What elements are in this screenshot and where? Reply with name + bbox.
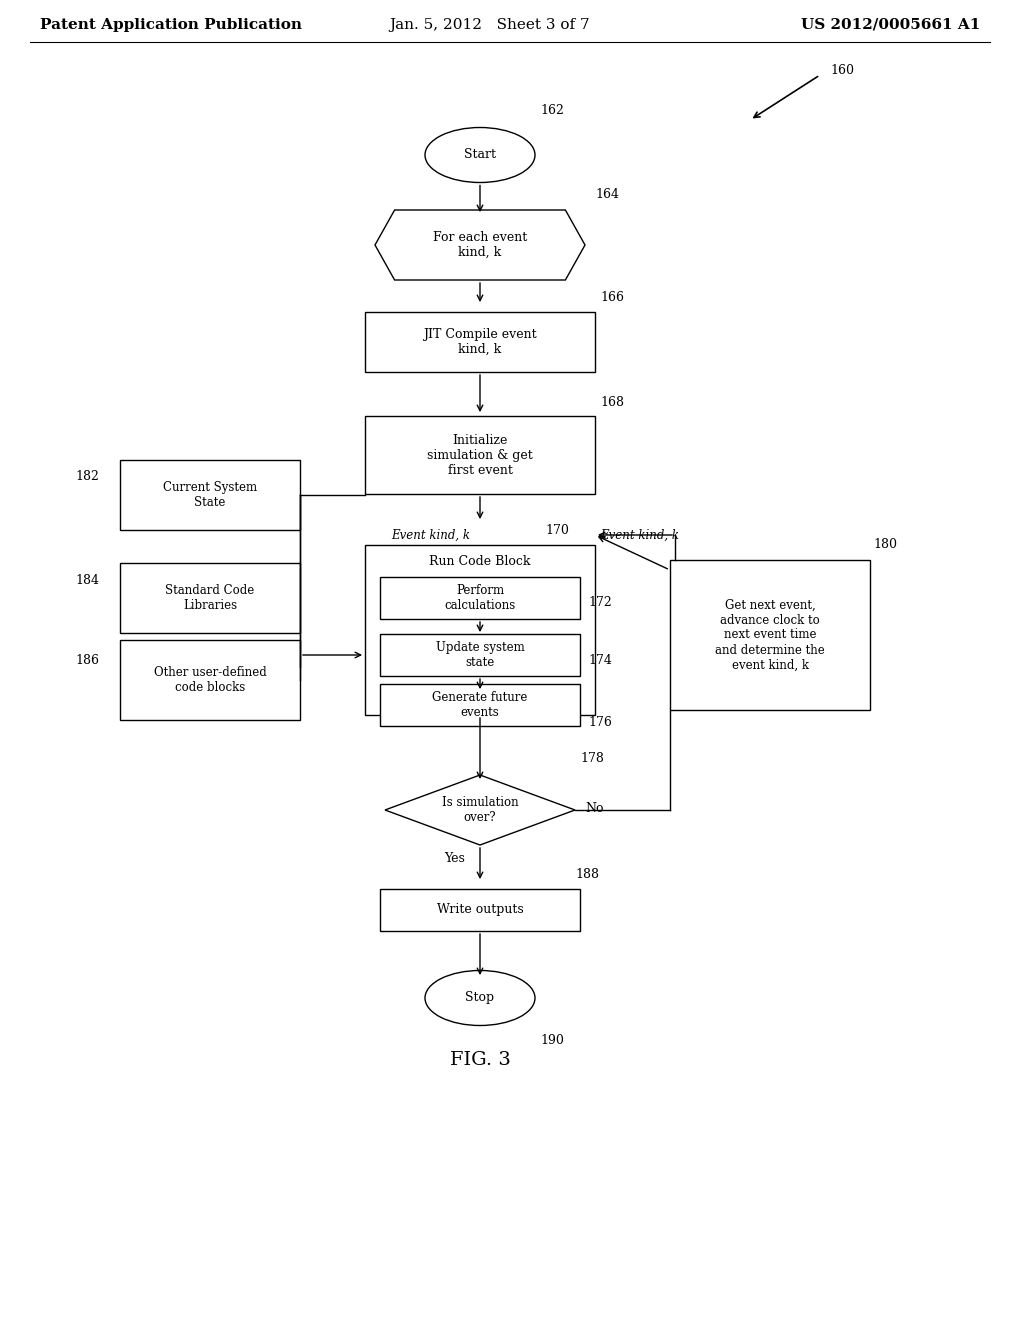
- Text: Patent Application Publication: Patent Application Publication: [40, 18, 302, 32]
- Text: 164: 164: [595, 189, 618, 202]
- Text: 182: 182: [75, 470, 99, 483]
- Text: 166: 166: [600, 290, 624, 304]
- Text: 188: 188: [575, 869, 599, 882]
- Text: FIG. 3: FIG. 3: [450, 1051, 510, 1069]
- Text: Event kind, k: Event kind, k: [391, 528, 470, 541]
- Text: Generate future
events: Generate future events: [432, 690, 527, 719]
- Polygon shape: [375, 210, 585, 280]
- FancyBboxPatch shape: [380, 888, 580, 931]
- Text: Initialize
simulation & get
first event: Initialize simulation & get first event: [427, 433, 532, 477]
- Text: 160: 160: [830, 63, 854, 77]
- Text: Perform
calculations: Perform calculations: [444, 583, 516, 612]
- Text: Event kind, k: Event kind, k: [600, 528, 679, 541]
- Text: US 2012/0005661 A1: US 2012/0005661 A1: [801, 18, 980, 32]
- Text: 184: 184: [75, 573, 99, 586]
- Text: 180: 180: [873, 539, 897, 552]
- Text: Update system
state: Update system state: [435, 642, 524, 669]
- FancyBboxPatch shape: [380, 577, 580, 619]
- Text: Yes: Yes: [444, 851, 465, 865]
- FancyBboxPatch shape: [380, 634, 580, 676]
- Text: Jan. 5, 2012   Sheet 3 of 7: Jan. 5, 2012 Sheet 3 of 7: [390, 18, 590, 32]
- Text: Standard Code
Libraries: Standard Code Libraries: [165, 583, 255, 612]
- FancyBboxPatch shape: [365, 312, 595, 372]
- FancyBboxPatch shape: [670, 560, 870, 710]
- Text: 168: 168: [600, 396, 624, 409]
- Text: Write outputs: Write outputs: [436, 903, 523, 916]
- FancyBboxPatch shape: [365, 416, 595, 494]
- Text: JIT Compile event
kind, k: JIT Compile event kind, k: [423, 327, 537, 356]
- Text: Run Code Block: Run Code Block: [429, 554, 530, 568]
- FancyBboxPatch shape: [365, 545, 595, 715]
- Text: 172: 172: [588, 597, 611, 610]
- FancyBboxPatch shape: [120, 459, 300, 531]
- Ellipse shape: [425, 970, 535, 1026]
- Polygon shape: [385, 775, 575, 845]
- Text: Get next event,
advance clock to
next event time
and determine the
event kind, k: Get next event, advance clock to next ev…: [715, 598, 825, 672]
- Text: For each event
kind, k: For each event kind, k: [433, 231, 527, 259]
- Text: 186: 186: [75, 653, 99, 667]
- FancyBboxPatch shape: [120, 640, 300, 719]
- FancyBboxPatch shape: [380, 684, 580, 726]
- Text: Start: Start: [464, 149, 496, 161]
- Text: 190: 190: [540, 1034, 564, 1047]
- Text: No: No: [585, 801, 603, 814]
- Text: 178: 178: [580, 751, 604, 764]
- Text: Other user-defined
code blocks: Other user-defined code blocks: [154, 667, 266, 694]
- Text: Stop: Stop: [466, 991, 495, 1005]
- Text: 176: 176: [588, 717, 612, 730]
- Text: Current System
State: Current System State: [163, 480, 257, 510]
- Text: Is simulation
over?: Is simulation over?: [441, 796, 518, 824]
- Text: 174: 174: [588, 653, 612, 667]
- Text: 170: 170: [545, 524, 569, 536]
- Ellipse shape: [425, 128, 535, 182]
- FancyBboxPatch shape: [120, 564, 300, 634]
- Text: 162: 162: [540, 103, 564, 116]
